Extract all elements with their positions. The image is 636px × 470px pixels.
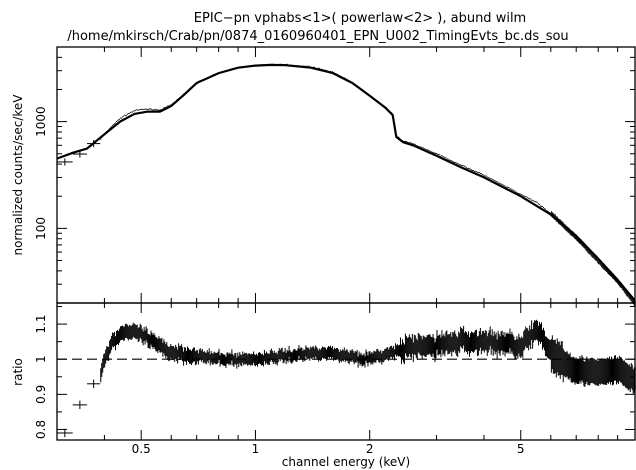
spectrum-panel: 100 1000 normalized counts/sec/keV [11, 46, 636, 307]
ratio-data [57, 319, 636, 438]
y-tick-label: 1 [34, 355, 48, 363]
x-tick-label: 2 [366, 442, 374, 456]
ratio-y-tick-labels: 0.8 0.9 1 1.1 [34, 315, 48, 439]
chart-subtitle: /home/mkirsch/Crab/pn/0874_0160960401_EP… [67, 29, 568, 44]
chart-title: EPIC−pn vphabs<1>( powerlaw<2> ), abund … [194, 11, 526, 26]
y-tick-label: 1.1 [34, 315, 48, 334]
y-tick-label: 100 [34, 217, 48, 240]
spectrum-data [56, 63, 636, 307]
x-tick-label: 0.5 [132, 442, 151, 456]
spectrum-frame [56, 46, 636, 304]
y-tick-label: 1000 [34, 106, 48, 137]
spectrum-y-tick-labels: 100 1000 [34, 106, 48, 239]
y-tick-label: 0.9 [34, 385, 48, 404]
x-tick-label: 1 [252, 442, 260, 456]
spectrum-model-line [56, 63, 636, 302]
y-tick-label: 0.8 [34, 420, 48, 439]
ratio-y-axis-label: ratio [11, 358, 25, 386]
ratio-ticks [56, 303, 636, 440]
ratio-panel: 0.8 0.9 1 1.1 0.5 1 2 5 ratio channel energy (… [11, 302, 636, 469]
ratio-x-tick-labels: 0.5 1 2 5 [132, 442, 525, 456]
spectrum-y-axis-label: normalized counts/sec/keV [11, 94, 25, 256]
ratio-frame [56, 302, 636, 441]
spectrum-ticks [56, 46, 636, 304]
x-tick-label: 5 [517, 442, 525, 456]
x-axis-label: channel energy (keV) [282, 455, 410, 469]
